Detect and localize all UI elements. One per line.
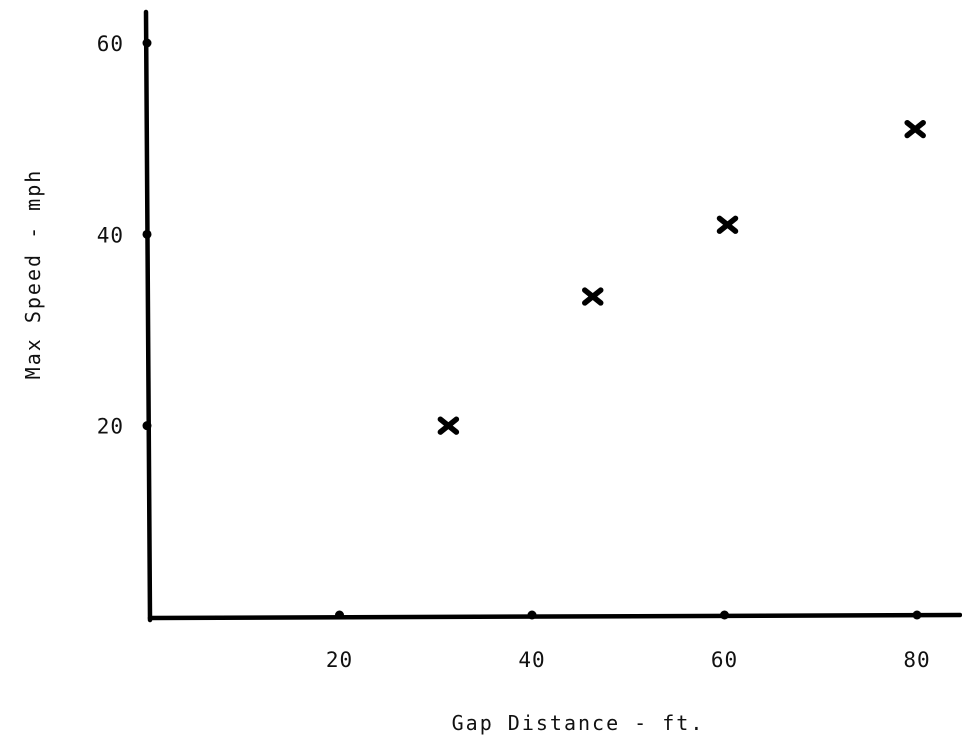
x-tick-mark	[527, 610, 537, 620]
y-axis-line	[143, 9, 153, 623]
y-tick-mark	[142, 38, 152, 48]
y-tick-mark	[142, 229, 152, 239]
data-points	[437, 119, 926, 435]
y-tick-label: 40	[97, 223, 124, 247]
x-tick-label: 60	[711, 648, 738, 672]
x-tick-mark	[912, 610, 922, 620]
y-ticks: 20 40 60	[97, 32, 152, 439]
marker-stroke	[582, 287, 604, 306]
x-tick-label: 40	[518, 648, 545, 672]
data-point-x-marker	[904, 119, 926, 139]
axes	[143, 9, 962, 623]
data-point-x-marker	[582, 287, 604, 306]
y-tick-mark	[142, 421, 152, 431]
x-tick-label: 80	[903, 648, 930, 672]
x-ticks: 20 40 60 80	[326, 610, 930, 672]
data-point-x-marker	[716, 215, 739, 234]
x-tick-mark	[720, 610, 729, 620]
y-tick-label: 20	[97, 415, 124, 439]
y-tick-label: 60	[97, 32, 124, 56]
marker-stroke	[716, 215, 739, 234]
x-axis-line	[147, 612, 962, 621]
x-tick-mark	[335, 610, 344, 620]
x-tick-label: 20	[326, 648, 353, 672]
marker-stroke	[904, 119, 926, 139]
x-axis-label: Gap Distance - ft.	[452, 711, 705, 735]
marker-stroke	[437, 416, 460, 435]
data-point-x-marker	[437, 416, 460, 435]
y-axis-label: Max Speed - mph	[21, 169, 45, 380]
